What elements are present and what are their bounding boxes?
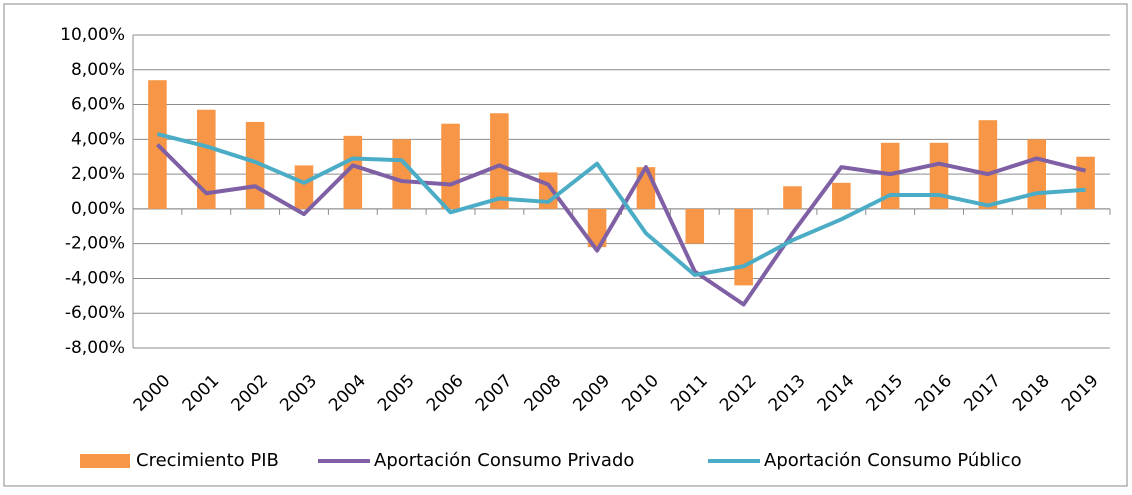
bar xyxy=(978,120,998,209)
chart-frame xyxy=(3,3,1128,487)
y-tick-label: 10,00% xyxy=(60,25,125,45)
bar xyxy=(832,182,851,209)
bar xyxy=(929,142,949,209)
y-tick-label: -6,00% xyxy=(65,303,125,323)
bar xyxy=(783,186,802,209)
legend-swatch xyxy=(80,454,130,468)
y-tick-label: -2,00% xyxy=(65,234,125,254)
bar xyxy=(196,109,216,209)
bar xyxy=(294,165,314,209)
bar xyxy=(1027,139,1047,209)
bar xyxy=(734,208,753,286)
y-tick-label: -8,00% xyxy=(65,338,125,358)
bar xyxy=(636,167,656,209)
legend-label: Crecimiento PIB xyxy=(136,450,279,471)
y-tick-label: 6,00% xyxy=(71,95,125,115)
bar xyxy=(441,123,460,209)
y-tick-label: 0,00% xyxy=(71,199,125,219)
y-tick-label: 2,00% xyxy=(71,164,125,184)
bar xyxy=(392,139,411,209)
line xyxy=(156,143,1087,307)
bar xyxy=(587,208,607,248)
bar xyxy=(343,135,363,209)
bar xyxy=(685,208,705,244)
bar xyxy=(490,113,509,209)
y-tick-label: 8,00% xyxy=(71,60,125,80)
legend-label: Aportación Consumo Privado xyxy=(374,450,634,471)
legend-label: Aportación Consumo Público xyxy=(764,450,1022,471)
bar xyxy=(148,80,167,209)
bar xyxy=(1076,156,1095,209)
line xyxy=(156,132,1086,277)
y-tick-label: -4,00% xyxy=(65,268,125,288)
y-tick-label: 4,00% xyxy=(71,129,125,149)
